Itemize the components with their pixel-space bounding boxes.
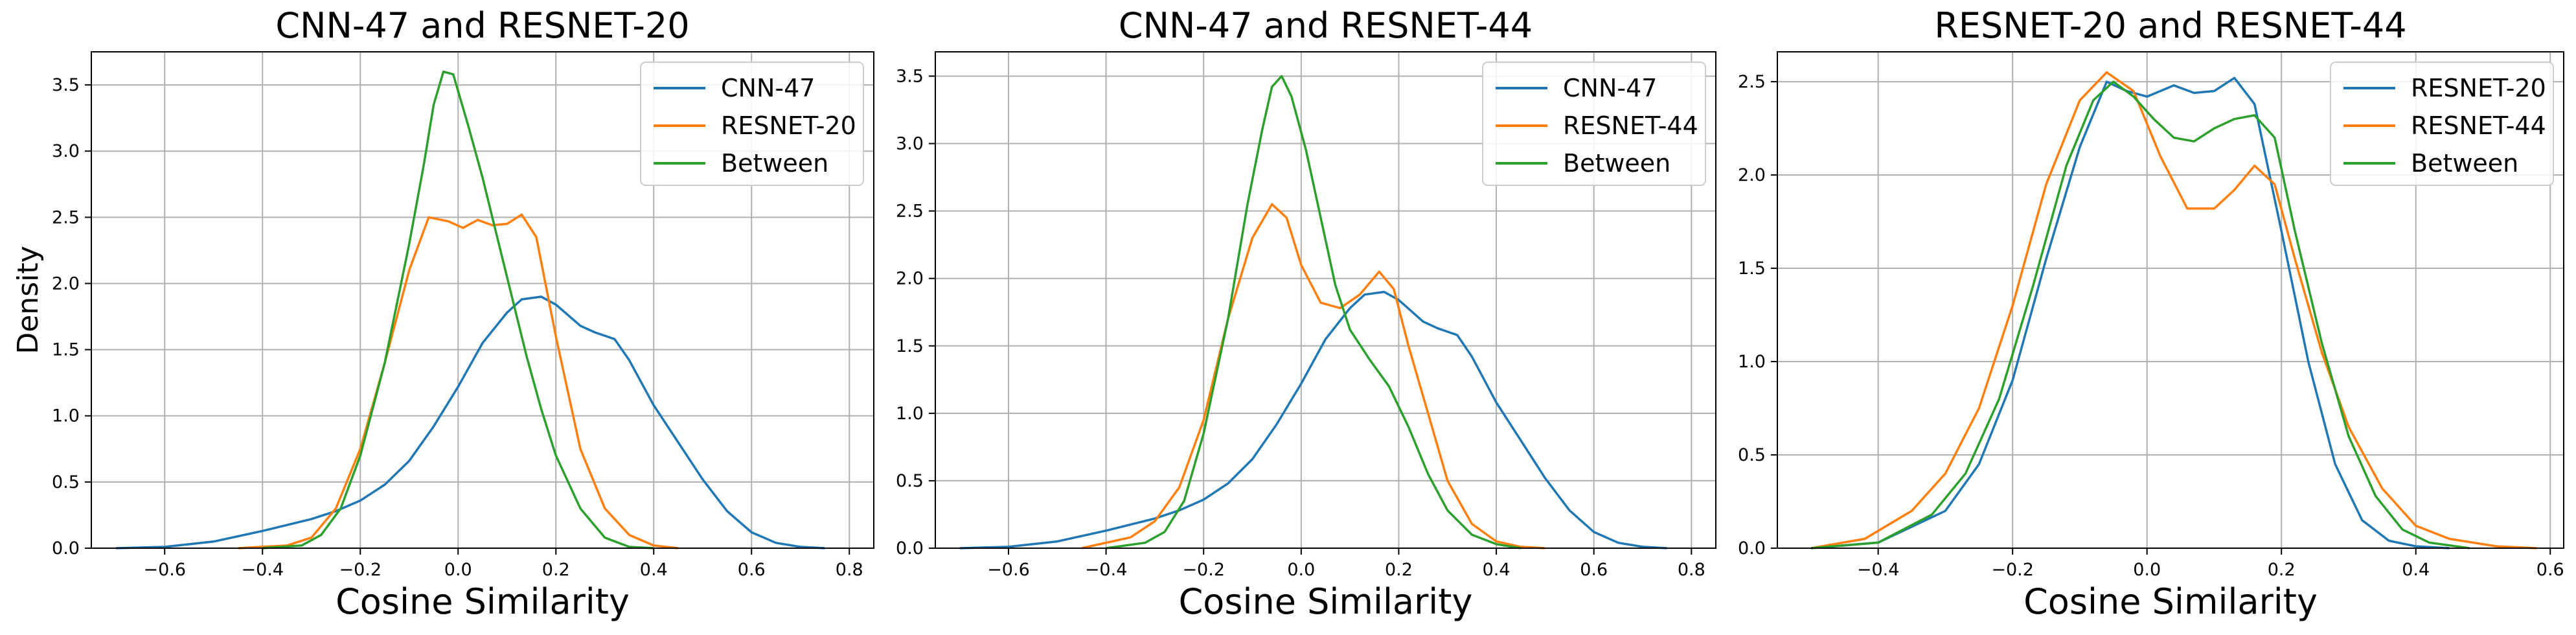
- y-tick-label: 0.0: [52, 538, 80, 559]
- y-tick-label: 2.0: [1738, 165, 1766, 185]
- chart-title: CNN-47 and RESNET-44: [1119, 5, 1533, 46]
- legend-label: CNN-47: [721, 74, 815, 102]
- x-tick-label: 0.0: [1287, 560, 1315, 580]
- y-tick-label: 2.5: [896, 202, 924, 222]
- x-axis-label: Cosine Similarity: [336, 581, 630, 622]
- legend-label: Between: [1563, 149, 1670, 178]
- series-line-cnn-47: [115, 295, 825, 549]
- x-tick-label: −0.6: [987, 560, 1030, 580]
- x-tick-label: 0.4: [1483, 560, 1510, 580]
- x-tick-label: 0.2: [2268, 560, 2296, 580]
- y-tick-label: 2.0: [896, 269, 924, 289]
- x-tick-label: −0.4: [241, 560, 284, 580]
- legend-box: [2330, 62, 2554, 186]
- legend: CNN-47 RESNET-44 Between: [1482, 62, 1706, 186]
- y-tick-label: 0.5: [52, 472, 80, 492]
- legend-label: RESNET-20: [2411, 74, 2546, 102]
- x-tick-label: 0.8: [1678, 560, 1705, 580]
- y-tick-label: 2.0: [52, 273, 80, 294]
- y-tick-label: 1.0: [896, 404, 924, 424]
- y-tick-label: 3.0: [896, 134, 924, 154]
- x-tick-label: 0.4: [640, 560, 668, 580]
- series-line-resnet-44: [1810, 71, 2537, 549]
- plot-frame: [91, 51, 874, 549]
- legend: RESNET-20 RESNET-44 Between: [2330, 62, 2554, 186]
- legend-label: RESNET-20: [721, 111, 856, 140]
- y-tick-label: 0.5: [1738, 445, 1766, 465]
- legend-box: [1482, 62, 1706, 186]
- y-tick-label: 1.5: [52, 340, 80, 360]
- x-axis-label: Cosine Similarity: [2023, 581, 2318, 622]
- x-axis-label: Cosine Similarity: [1179, 581, 1473, 622]
- y-tick-label: 0.0: [896, 538, 924, 559]
- y-tick-label: 0.0: [1738, 538, 1766, 559]
- x-tick-label: 0.0: [444, 560, 472, 580]
- legend-label: Between: [2411, 149, 2518, 178]
- x-tick-label: 0.8: [836, 560, 863, 580]
- y-tick-label: 1.5: [896, 336, 924, 356]
- plot-frame: [935, 51, 1716, 549]
- series-line-cnn-47: [959, 290, 1667, 549]
- x-tick-label: 0.2: [542, 560, 570, 580]
- chart-panel-3: −0.4 −0.2 0.0 0.2 0.4 0.6 0.0 0.5 1.0 1.5 2.0 2.5 RE…: [1738, 5, 2564, 622]
- y-tick-label: 1.0: [1738, 352, 1766, 372]
- x-tick-label: −0.6: [143, 560, 186, 580]
- x-tick-label: −0.2: [1991, 560, 2034, 580]
- chart-title: RESNET-20 and RESNET-44: [1934, 5, 2406, 46]
- y-axis-label: Density: [12, 246, 45, 354]
- y-tick-label: 3.5: [52, 75, 80, 95]
- legend-label: RESNET-44: [2411, 111, 2546, 140]
- chart-panel-1: −0.6 −0.4 −0.2 0.0 0.2 0.4 0.6 0.8 0.0 0.5 1.0 1.5 2…: [12, 5, 874, 622]
- y-tick-label: 3.0: [52, 141, 80, 161]
- x-tick-label: 0.6: [1580, 560, 1608, 580]
- x-tick-label: −0.2: [1182, 560, 1225, 580]
- x-tick-label: −0.4: [1085, 560, 1128, 580]
- series-line-between: [262, 70, 654, 549]
- y-tick-label: 2.5: [52, 207, 80, 227]
- y-tick-label: 2.5: [1738, 72, 1766, 92]
- y-tick-label: 3.5: [896, 66, 924, 86]
- series-line-between: [1106, 75, 1522, 549]
- chart-title: CNN-47 and RESNET-20: [275, 5, 689, 46]
- x-tick-label: 0.6: [2536, 560, 2564, 580]
- y-tick-label: 1.0: [52, 406, 80, 426]
- x-tick-label: 0.6: [738, 560, 766, 580]
- chart-panel-2: −0.6 −0.4 −0.2 0.0 0.2 0.4 0.6 0.8 0.0 0.5 1.0 1.5 2…: [896, 5, 1716, 622]
- x-tick-label: 0.0: [2133, 560, 2161, 580]
- x-tick-label: 0.4: [2402, 560, 2430, 580]
- x-tick-label: −0.4: [1857, 560, 1900, 580]
- legend-label: RESNET-44: [1563, 111, 1698, 140]
- legend-label: Between: [721, 149, 828, 178]
- x-tick-label: 0.2: [1385, 560, 1413, 580]
- y-tick-label: 0.5: [896, 471, 924, 491]
- plot-frame: [1777, 51, 2564, 549]
- legend-label: CNN-47: [1563, 74, 1657, 102]
- series-line-resnet-20: [238, 213, 679, 549]
- series-line-resnet-44: [1081, 203, 1545, 549]
- legend-box: [640, 62, 864, 186]
- x-tick-label: −0.2: [339, 560, 382, 580]
- legend: CNN-47 RESNET-20 Between: [640, 62, 864, 186]
- series-line-resnet-20: [1810, 76, 2450, 549]
- y-tick-label: 1.5: [1738, 259, 1766, 279]
- series-line-between: [1810, 80, 2470, 549]
